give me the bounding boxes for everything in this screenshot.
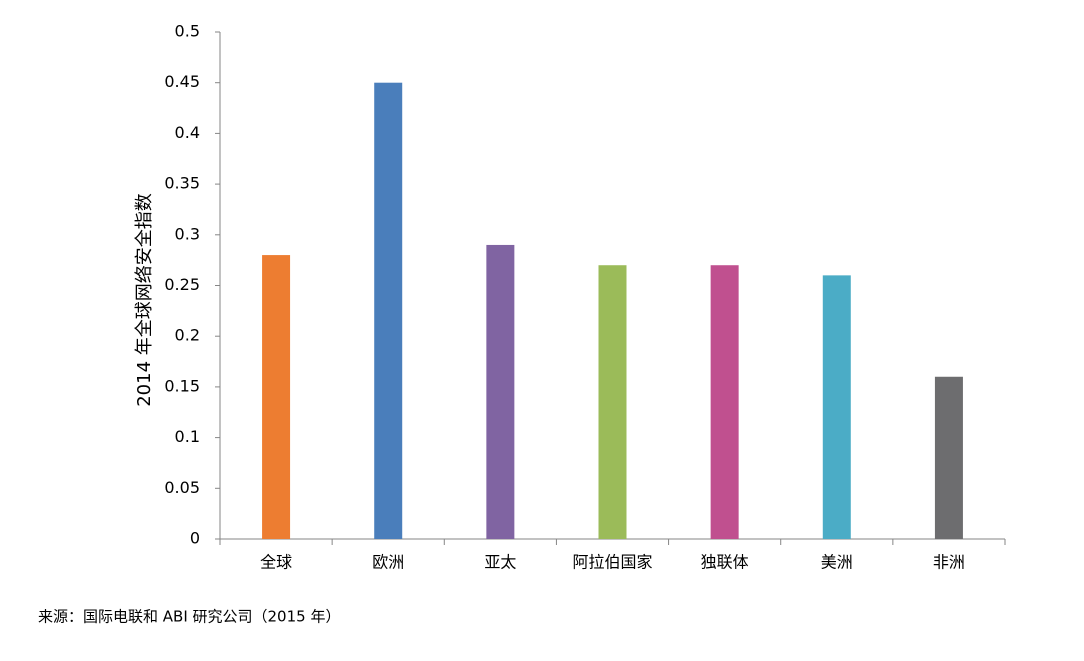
y-tick-label: 0.35 (164, 174, 200, 193)
bar (598, 265, 627, 539)
y-tick-label: 0.1 (175, 427, 200, 446)
x-tick-label: 非洲 (933, 553, 965, 572)
x-tick-label: 美洲 (821, 553, 853, 572)
y-tick-label: 0.5 (175, 22, 200, 41)
y-tick-label: 0.2 (175, 326, 200, 345)
y-axis-label: 2014 年全球网络安全指数 (134, 193, 155, 407)
y-tick-label: 0.4 (175, 123, 200, 142)
y-tick-label: 0.25 (164, 275, 200, 294)
y-tick-label: 0.45 (164, 72, 200, 91)
bar (262, 255, 291, 539)
x-tick-label: 欧洲 (372, 553, 404, 572)
x-tick-label: 阿拉伯国家 (572, 553, 652, 572)
y-tick-label: 0.05 (164, 478, 200, 497)
x-tick-label: 亚太 (484, 553, 516, 572)
y-tick-label: 0 (190, 529, 200, 548)
x-tick-label: 全球 (260, 553, 292, 572)
bar (374, 82, 403, 539)
bar (710, 265, 739, 539)
bar (934, 376, 963, 539)
bar (822, 275, 851, 539)
y-tick-label: 0.3 (175, 224, 200, 243)
source-note: 来源：国际电联和 ABI 研究公司（2015 年） (38, 608, 340, 626)
x-tick-label: 独联体 (701, 553, 749, 572)
bar (486, 244, 515, 539)
y-tick-label: 0.15 (164, 376, 200, 395)
